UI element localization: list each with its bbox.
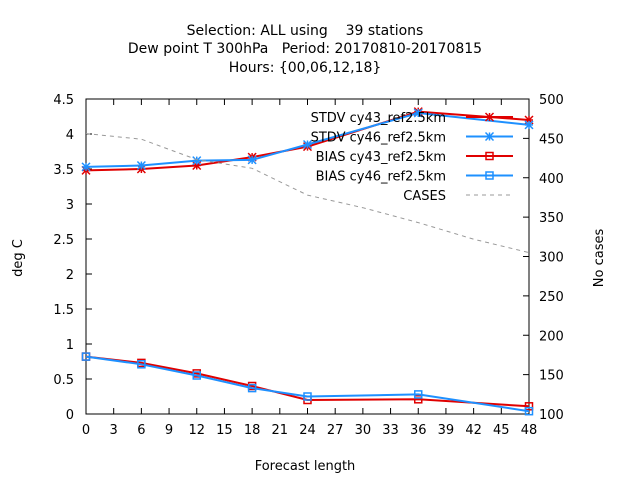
series-line — [85, 355, 530, 408]
data-point — [137, 360, 146, 369]
legend: STDV cy43_ref2.5km STDV cy46_ref2.5km BIAS… — [311, 111, 513, 204]
y-axis-left: 0 0.5 1 1.5 2 2.5 3 3.5 4 4.5 — [53, 93, 92, 423]
y2-tick-label: 250 — [539, 290, 564, 305]
x-tick-label: 24 — [299, 423, 316, 438]
y2-tick-label: 200 — [539, 329, 564, 344]
y2-tick-label: 450 — [539, 132, 564, 147]
x-tick-label: 9 — [165, 423, 173, 438]
series-3 — [81, 352, 534, 416]
legend-label: STDV cy43_ref2.5km — [311, 111, 446, 126]
x-tick-label: 39 — [438, 423, 455, 438]
legend-label: STDV cy46_ref2.5km — [311, 131, 446, 146]
legend-marker — [485, 171, 494, 180]
y2-tick-label: 500 — [539, 93, 564, 108]
legend-marker-d2 — [484, 112, 495, 122]
x-tick-label: 6 — [137, 423, 145, 438]
data-point — [414, 395, 423, 404]
data-point-d2 — [302, 139, 313, 150]
legend-label: BIAS cy43_ref2.5km — [316, 150, 446, 165]
chart-title-line-2: Dew point T 300hPa Period: 20170810-2017… — [128, 41, 482, 57]
data-point-d2 — [136, 160, 146, 171]
y-tick-label: 3.5 — [53, 163, 74, 178]
x-tick-label: 36 — [410, 423, 427, 438]
series-layer — [81, 107, 534, 416]
y-tick-label: 0 — [66, 408, 74, 423]
y-tick-label: 1.5 — [53, 303, 74, 318]
x-tick-label: 48 — [521, 423, 538, 438]
series-line — [85, 355, 530, 413]
y2-tick-label: 100 — [539, 408, 564, 423]
series-line — [85, 133, 530, 254]
x-tick-label: 27 — [327, 423, 344, 438]
x-tick-label: 18 — [244, 423, 261, 438]
y-tick-label: 1 — [66, 338, 74, 353]
x-tick-label: 42 — [465, 423, 482, 438]
chart-title-line-1: Selection: ALL using 39 stations — [187, 23, 424, 39]
y2-axis-label: No cases — [592, 229, 607, 288]
x-tick-label: 15 — [216, 423, 233, 438]
y-tick-label: 2.5 — [53, 233, 74, 248]
data-point — [81, 352, 91, 361]
y2-tick-label: 350 — [539, 211, 564, 226]
y-tick-label: 4 — [66, 128, 74, 143]
x-tick-label: 33 — [382, 423, 399, 438]
y2-tick-label: 400 — [539, 172, 564, 187]
data-point-d2 — [192, 156, 202, 166]
data-point — [303, 392, 312, 401]
x-tick-label: 21 — [272, 423, 289, 438]
data-point-d2 — [524, 120, 534, 130]
x-axis: 0 3 6 9 12 15 18 21 24 27 30 33 36 39 42 45 48 — [82, 99, 537, 438]
y2-tick-label: 150 — [539, 369, 564, 384]
y-axis-label: deg C — [11, 239, 26, 277]
series-4 — [85, 133, 530, 254]
data-point — [247, 383, 257, 393]
y-tick-label: 3 — [66, 198, 74, 213]
data-point — [414, 390, 423, 399]
x-tick-label: 30 — [355, 423, 372, 438]
data-point — [524, 402, 534, 411]
x-axis-label: Forecast length — [255, 459, 356, 474]
legend-label: BIAS cy46_ref2.5km — [316, 170, 446, 185]
x-tick-label: 12 — [188, 423, 205, 438]
series-line — [85, 111, 530, 168]
legend-marker — [485, 151, 494, 161]
y-tick-label: 2 — [66, 268, 74, 283]
y-tick-label: 4.5 — [53, 93, 74, 108]
y2-tick-label: 300 — [539, 251, 564, 266]
series-1 — [81, 108, 534, 172]
y-axis-right: 100 150 200 250 300 350 400 450 500 — [523, 93, 564, 423]
chart-title-line-3: Hours: {00,06,12,18} — [229, 60, 382, 76]
data-point — [192, 371, 201, 380]
y-tick-label: 0.5 — [53, 373, 74, 388]
x-tick-label: 3 — [110, 423, 118, 438]
x-tick-label: 0 — [82, 423, 90, 438]
legend-marker-d2 — [484, 131, 495, 142]
data-point-d2 — [413, 108, 423, 118]
legend-label: CASES — [403, 189, 446, 204]
data-point-d2 — [247, 155, 257, 165]
data-point-d2 — [81, 162, 91, 172]
data-point — [524, 406, 534, 416]
x-tick-label: 45 — [493, 423, 510, 438]
